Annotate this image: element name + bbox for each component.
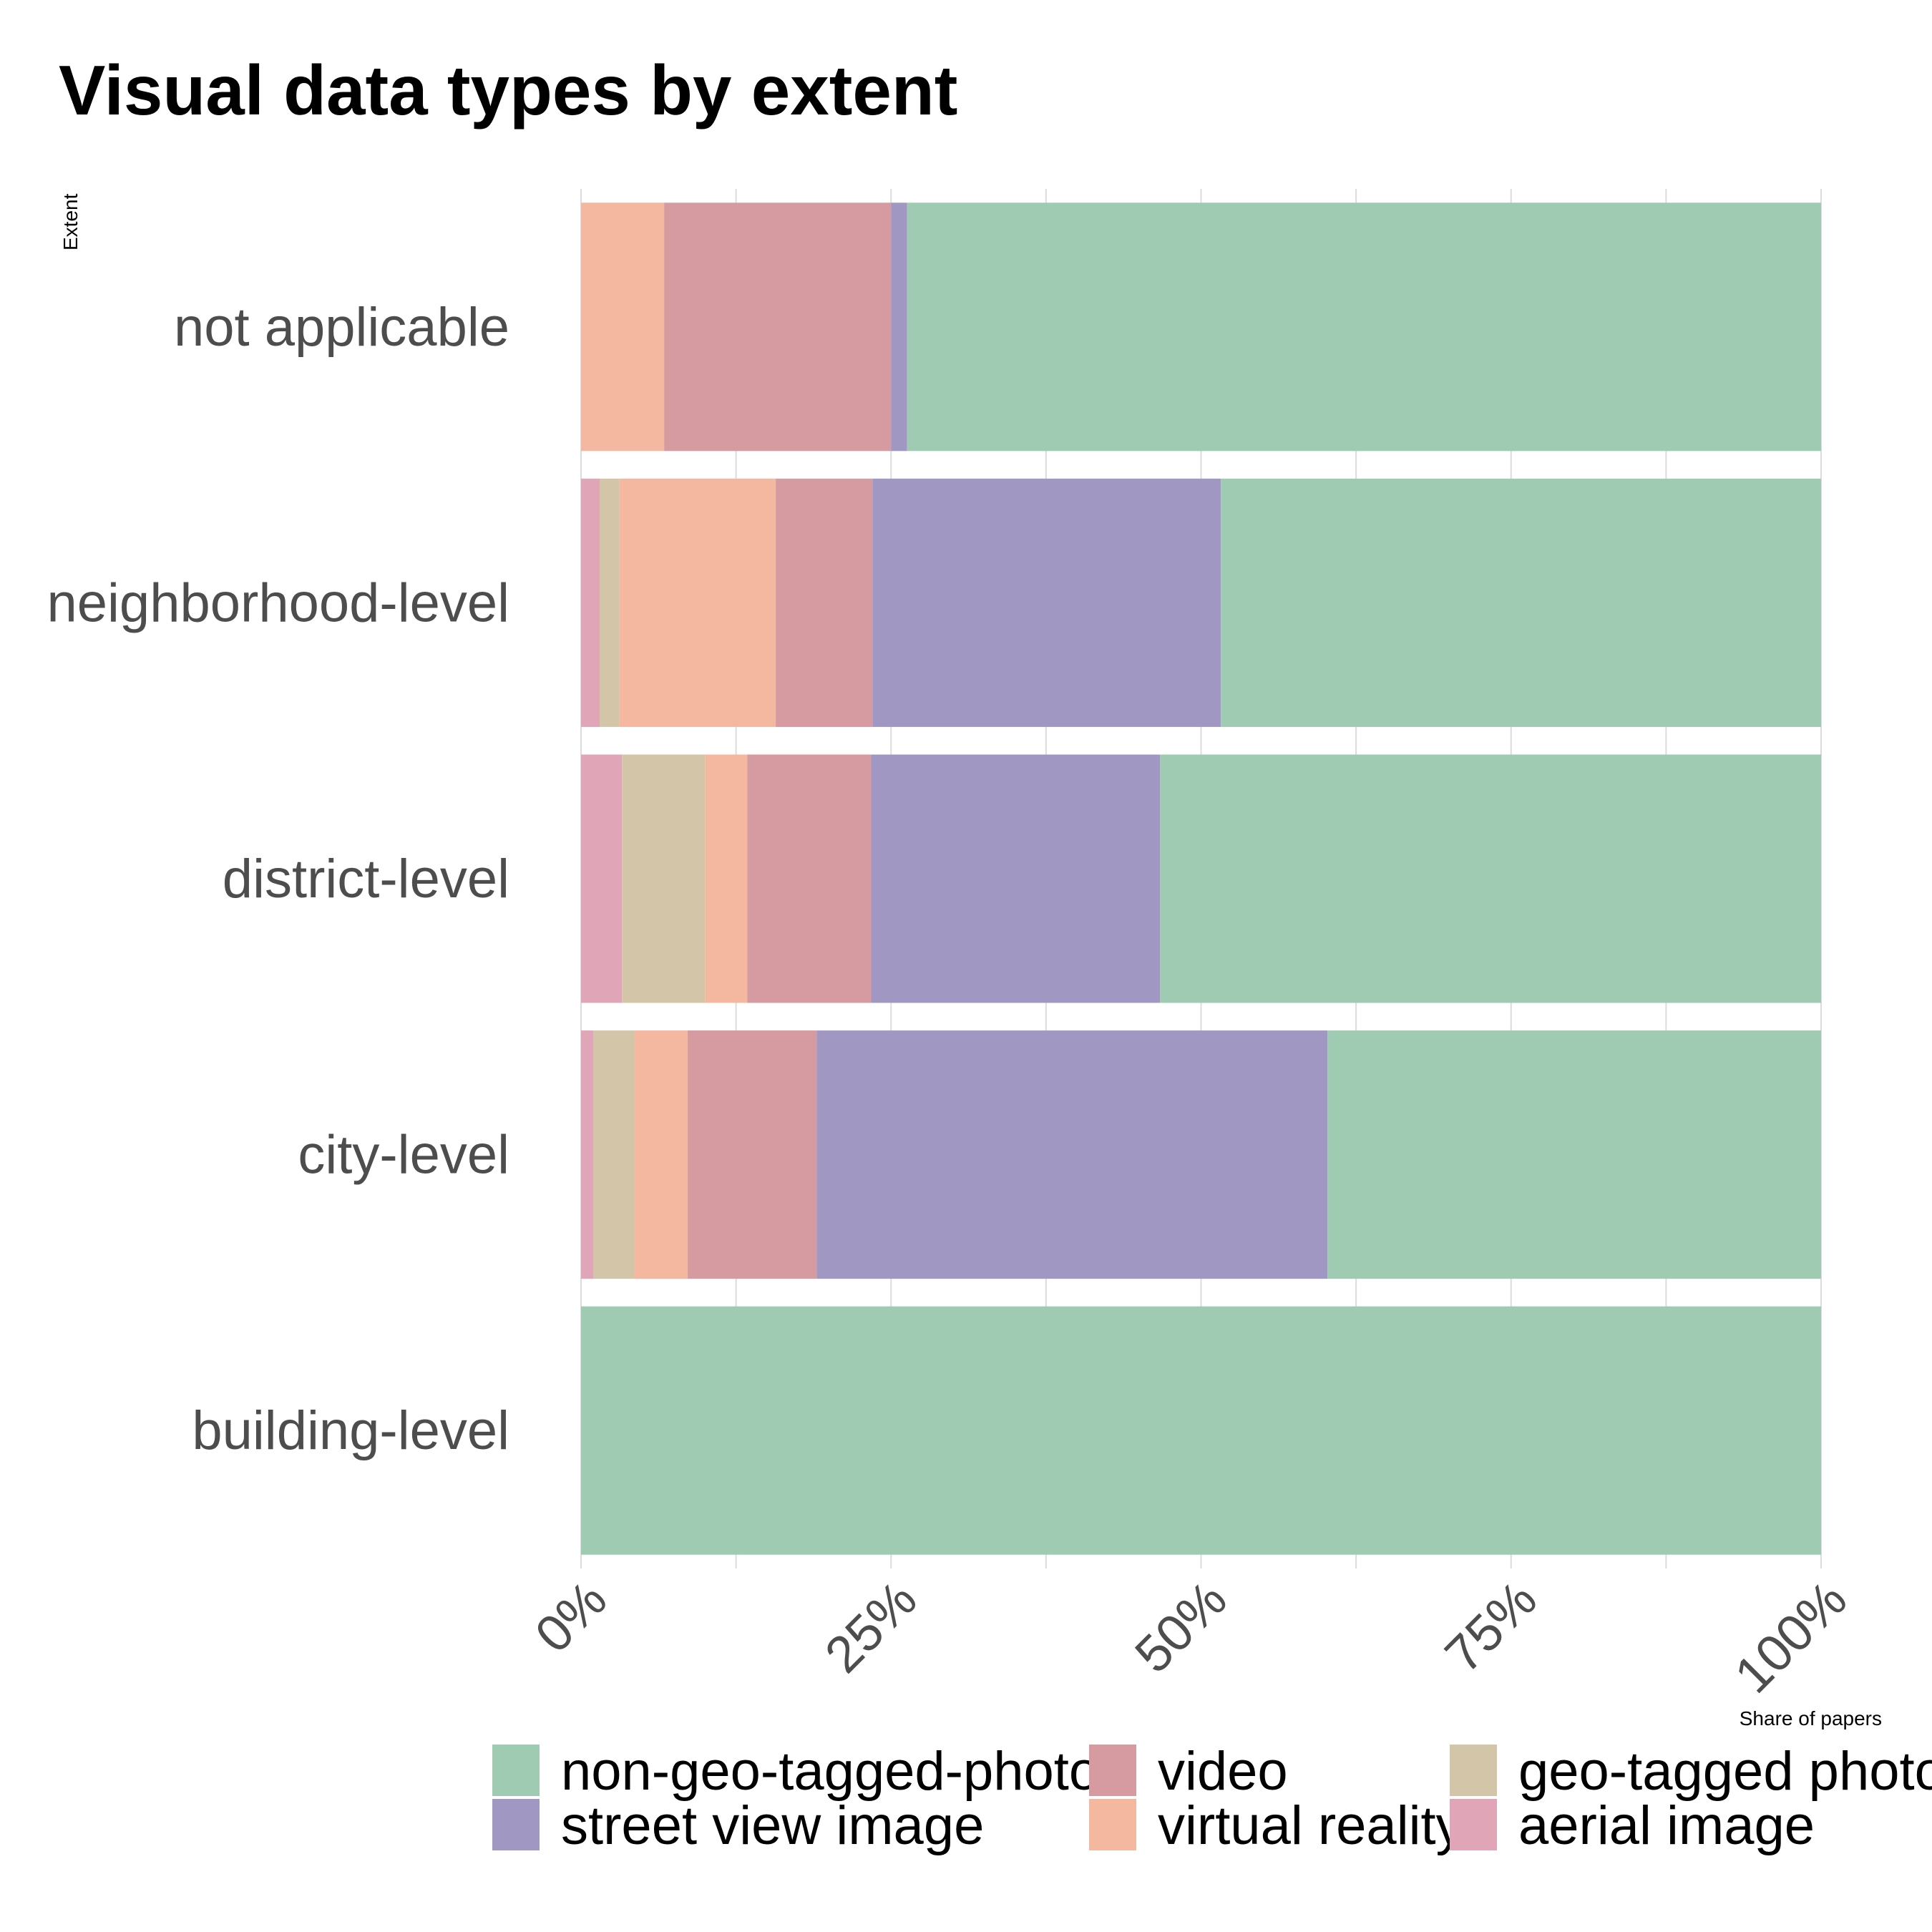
bar-segment-virtual-reality <box>634 1030 688 1279</box>
bar-segment-video <box>747 754 872 1003</box>
bar-segment-aerial-image <box>581 478 600 727</box>
legend-item-aerial-image: aerial image <box>1450 1795 1815 1856</box>
bar-segment-geo-tagged-photos <box>622 754 706 1003</box>
bar-segment-aerial-image <box>581 1030 594 1279</box>
legend-swatch <box>492 1745 540 1796</box>
chart-title: Visual data types by extent <box>59 51 957 130</box>
x-tick-labels: 0% 25% 50% 75% 100% <box>525 1571 1858 1704</box>
bar-group-district-level <box>581 754 1821 1003</box>
legend-label: aerial image <box>1518 1795 1815 1856</box>
legend-label: video <box>1158 1741 1288 1802</box>
category-labels: not applicable neighborhood-level district… <box>47 297 509 1461</box>
x-tick-label: 0% <box>525 1571 618 1664</box>
bar-segment-non-geo-tagged-photos <box>581 1306 1821 1555</box>
category-label: neighborhood-level <box>47 572 509 633</box>
category-label: not applicable <box>174 297 509 358</box>
bar-group-building-level <box>581 1306 1821 1555</box>
bar-segment-video <box>776 478 873 727</box>
legend-item-street-view-image: street view image <box>492 1795 984 1856</box>
legend-swatch <box>1450 1745 1497 1796</box>
bar-segment-street-view-image <box>891 203 907 452</box>
legend-item-geo-tagged-photos: geo-tagged photos <box>1450 1741 1932 1802</box>
bar-segment-virtual-reality <box>619 478 776 727</box>
x-axis-title: Share of papers <box>1740 1707 1882 1729</box>
x-tick-label: 75% <box>1435 1571 1548 1684</box>
legend-swatch <box>1089 1745 1136 1796</box>
legend-label: street view image <box>561 1795 984 1856</box>
legend-swatch <box>1450 1799 1497 1850</box>
legend-swatch <box>1089 1799 1136 1850</box>
y-axis-title: Extent <box>59 193 82 250</box>
bar-segment-non-geo-tagged-photos <box>1160 754 1821 1003</box>
bar-segment-video <box>664 203 892 452</box>
legend-label: geo-tagged photos <box>1518 1741 1932 1802</box>
legend-swatch <box>492 1799 540 1850</box>
x-tick-label: 25% <box>814 1571 927 1684</box>
bar-segment-non-geo-tagged-photos <box>907 203 1821 452</box>
x-tick-label: 50% <box>1124 1571 1237 1684</box>
bar-segment-street-view-image <box>816 1030 1328 1279</box>
category-label: district-level <box>223 849 509 909</box>
legend: non-geo-tagged-photos video geo-tagged pho… <box>492 1741 1932 1856</box>
bar-segment-aerial-image <box>581 754 623 1003</box>
bar-segment-non-geo-tagged-photos <box>1221 478 1821 727</box>
legend-label: non-geo-tagged-photos <box>561 1741 1126 1802</box>
x-tick-label: 100% <box>1724 1571 1858 1704</box>
bar-group-city-level <box>581 1030 1821 1279</box>
legend-item-video: video <box>1089 1741 1288 1802</box>
bar-segment-geo-tagged-photos <box>593 1030 635 1279</box>
category-label: city-level <box>298 1125 509 1186</box>
bar-segment-video <box>688 1030 817 1279</box>
category-label: building-level <box>192 1400 509 1461</box>
bar-group-not-applicable <box>581 203 1821 452</box>
bar-segment-virtual-reality <box>581 203 665 452</box>
bar-segment-street-view-image <box>872 478 1221 727</box>
bar-segment-geo-tagged-photos <box>599 478 620 727</box>
legend-item-non-geo-tagged-photos: non-geo-tagged-photos <box>492 1741 1126 1802</box>
bar-segment-non-geo-tagged-photos <box>1327 1030 1821 1279</box>
bar-segment-virtual-reality <box>705 754 748 1003</box>
bar-group-neighborhood-level <box>581 478 1821 727</box>
bar-segment-street-view-image <box>871 754 1161 1003</box>
legend-item-virtual-reality: virtual reality <box>1089 1795 1463 1856</box>
legend-label: virtual reality <box>1158 1795 1463 1856</box>
bars <box>581 203 1821 1555</box>
